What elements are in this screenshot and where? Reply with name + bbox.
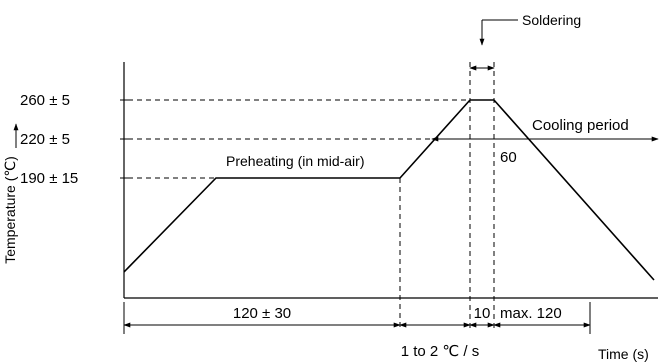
preheat-duration-label: 120 ± 30 bbox=[233, 305, 291, 322]
y-axis-label: Temperature (℃) bbox=[2, 156, 18, 264]
level-label-220: 220 ± 5 bbox=[20, 131, 70, 148]
ramp-rate-label: 1 to 2 ℃ / s bbox=[401, 343, 480, 360]
cooling-time-label: 60 bbox=[500, 149, 517, 166]
x-axis-label: Time (s) bbox=[598, 346, 649, 362]
cooling-max-label: max. 120 bbox=[500, 305, 562, 322]
soldering-label: Soldering bbox=[522, 12, 581, 28]
preheating-label: Preheating (in mid-air) bbox=[226, 153, 365, 169]
peak-duration-label: 10 bbox=[474, 305, 491, 322]
level-label-190: 190 ± 15 bbox=[20, 170, 78, 187]
cooling-period-label: Cooling period bbox=[532, 117, 629, 134]
level-label-260: 260 ± 5 bbox=[20, 92, 70, 109]
